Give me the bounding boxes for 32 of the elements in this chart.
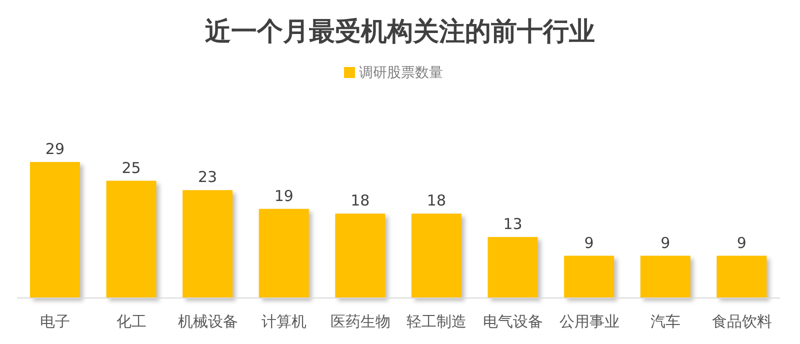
x-tick-label: 轻工制造 xyxy=(406,312,467,331)
x-tick-label: 食品饮料 xyxy=(712,312,772,331)
x-tick-label: 汽车 xyxy=(650,312,681,331)
bar xyxy=(411,214,462,298)
x-tick-label: 电子 xyxy=(40,312,70,331)
data-label: 13 xyxy=(503,215,522,234)
x-tick-label: 计算机 xyxy=(262,312,307,331)
data-label: 9 xyxy=(736,234,746,252)
data-label: 9 xyxy=(660,234,670,252)
bar xyxy=(30,162,80,298)
x-tick-label: 化工 xyxy=(116,312,146,331)
bar xyxy=(182,190,233,298)
x-tick-label: 医药生物 xyxy=(330,312,390,331)
bar xyxy=(564,256,614,298)
bar xyxy=(716,256,767,298)
data-label: 23 xyxy=(198,168,218,186)
bar xyxy=(258,208,309,298)
x-tick-label: 机械设备 xyxy=(178,312,238,331)
data-label: 18 xyxy=(426,192,446,210)
data-label: 18 xyxy=(350,192,370,210)
chart-title: 近一个月最受机构关注的前十行业 xyxy=(204,16,596,49)
data-label: 9 xyxy=(584,234,594,252)
bar xyxy=(640,256,690,298)
data-label: 29 xyxy=(45,140,65,158)
bar xyxy=(488,237,538,298)
x-tick-label: 公用事业 xyxy=(559,312,620,331)
data-label: 25 xyxy=(122,158,141,177)
data-label: 19 xyxy=(274,186,294,205)
bar xyxy=(106,180,156,298)
legend-label: 调研股票数量 xyxy=(359,65,443,81)
bar xyxy=(335,214,386,298)
x-tick-label: 电气设备 xyxy=(482,312,543,331)
